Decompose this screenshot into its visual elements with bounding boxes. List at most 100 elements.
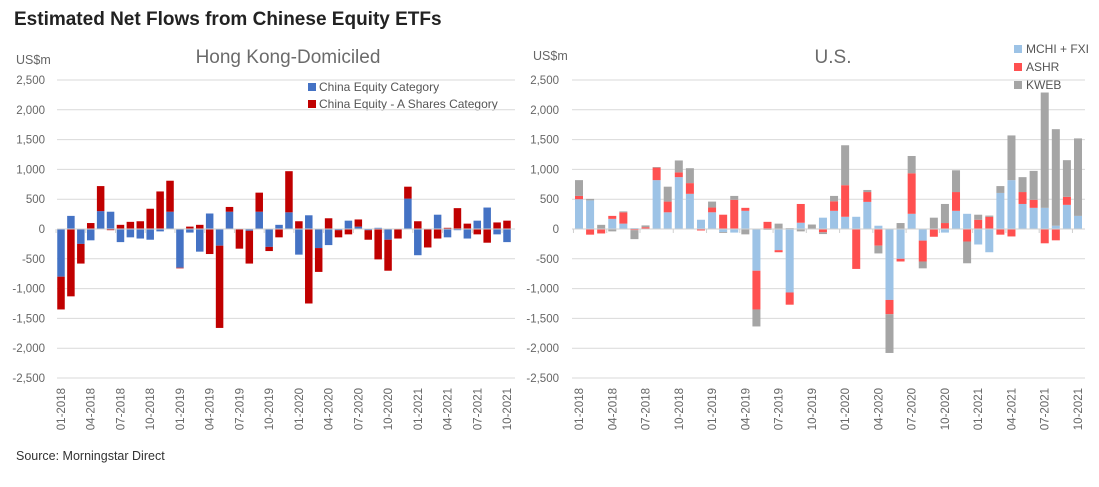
bar-china-equity-category	[473, 220, 482, 229]
bar-ashr	[885, 299, 894, 315]
bar-china-equity-a-shares-category	[67, 229, 75, 297]
bar-ashr	[963, 229, 972, 242]
x-tick-label: 04-2018	[607, 388, 619, 430]
bar-kweb	[619, 211, 628, 213]
bar-kweb	[663, 186, 672, 202]
bar-china-equity-a-shares-category	[404, 186, 412, 199]
bar-kweb	[1062, 160, 1071, 197]
bar-china-equity-a-shares-category	[186, 226, 194, 229]
bar-mchi-fxi	[752, 229, 761, 271]
bar-ashr	[841, 185, 850, 217]
bar-china-equity-category	[493, 229, 501, 235]
bar-china-equity-category	[196, 229, 204, 252]
bar-ashr	[608, 215, 617, 219]
bar-mchi-fxi	[785, 229, 794, 293]
bar-kweb	[918, 261, 927, 269]
bar-mchi-fxi	[918, 229, 927, 241]
x-tick-label: 04-2019	[740, 388, 752, 430]
bar-ashr	[674, 172, 683, 178]
bar-mchi-fxi	[730, 229, 739, 233]
bar-mchi-fxi	[619, 223, 628, 229]
bar-china-equity-category	[265, 229, 273, 247]
bar-ashr	[619, 212, 628, 224]
legend-swatch-china-equity	[308, 83, 316, 91]
bar-mchi-fxi	[796, 222, 805, 229]
legend-label: China Equity Category	[319, 80, 439, 94]
bar-kweb	[708, 201, 717, 208]
y-tick-label: -1,000	[12, 284, 45, 296]
bar-ashr	[929, 229, 938, 237]
bar-china-equity-category	[314, 229, 323, 249]
x-tick-label: 07-2019	[234, 388, 246, 430]
bar-china-equity-a-shares-category	[414, 221, 422, 229]
bar-mchi-fxi	[841, 216, 850, 229]
x-tick-label: 01-2021	[413, 388, 425, 430]
y-tick-label: 1,000	[16, 164, 45, 176]
bar-china-equity-a-shares-category	[334, 230, 343, 238]
bar-china-equity-category	[344, 220, 353, 229]
bar-kweb	[685, 168, 694, 184]
bar-mchi-fxi	[696, 219, 705, 229]
y-tick-label: 500	[26, 194, 45, 206]
bar-ashr	[730, 199, 739, 229]
x-tick-label: 01-2020	[840, 388, 852, 430]
bar-china-equity-category	[176, 229, 184, 268]
bar-china-equity-a-shares-category	[275, 229, 283, 238]
bar-china-equity-category	[433, 214, 442, 229]
bar-china-equity-category	[305, 215, 313, 229]
bar-mchi-fxi	[907, 213, 916, 229]
bar-mchi-fxi	[1062, 204, 1071, 229]
bar-ashr	[641, 227, 650, 229]
bar-china-equity-category	[334, 229, 343, 231]
y-tick-label: 1,500	[530, 135, 559, 147]
bar-china-equity-a-shares-category	[305, 229, 313, 304]
x-tick-label: 10-2019	[264, 388, 276, 430]
x-tick-label: 07-2018	[115, 388, 127, 430]
bar-china-equity-a-shares-category	[196, 224, 204, 229]
bar-china-equity-category	[503, 229, 511, 243]
bar-china-equity-a-shares-category	[235, 229, 244, 249]
bar-mchi-fxi	[575, 199, 583, 229]
y-tick-label: -500	[536, 254, 559, 266]
bar-china-equity-a-shares-category	[96, 186, 105, 212]
figure-title: Estimated Net Flows from Chinese Equity …	[14, 9, 442, 30]
x-tick-label: 10-2018	[674, 388, 686, 430]
y-tick-label: 2,500	[530, 75, 559, 87]
bar-mchi-fxi	[741, 210, 750, 229]
legend-swatch-mchi-fxi	[1014, 45, 1022, 53]
bar-china-equity-a-shares-category	[245, 230, 254, 264]
chart-title: Hong Kong-Domiciled	[196, 47, 381, 68]
bar-ashr	[1018, 192, 1027, 204]
bar-kweb	[1051, 129, 1060, 226]
bar-ashr	[952, 192, 961, 211]
bar-kweb	[774, 223, 783, 229]
bar-kweb	[1040, 92, 1049, 208]
bar-ashr	[1051, 229, 1060, 241]
y-tick-label: 2,500	[16, 75, 45, 87]
bar-ashr	[1007, 229, 1016, 237]
bar-ashr	[763, 221, 772, 229]
bar-mchi-fxi	[996, 192, 1005, 229]
bar-kweb	[1018, 177, 1027, 193]
x-tick-label: 07-2019	[774, 388, 786, 430]
bar-kweb	[929, 217, 938, 229]
bar-china-equity-category	[374, 227, 382, 229]
bar-china-equity-a-shares-category	[176, 267, 184, 269]
x-tick-label: 10-2020	[940, 388, 952, 430]
bar-china-equity-category	[463, 229, 472, 239]
bar-ashr	[663, 201, 672, 213]
bar-mchi-fxi	[774, 229, 783, 251]
bar-china-equity-category	[215, 229, 224, 246]
bar-china-equity-category	[106, 211, 115, 229]
bar-kweb	[608, 229, 617, 232]
x-tick-label: 07-2020	[353, 388, 365, 430]
bar-ashr	[1029, 199, 1038, 208]
bar-china-equity-category	[285, 212, 293, 229]
bar-ashr	[597, 229, 606, 234]
y-tick-label: -2,000	[12, 343, 45, 355]
gridlines	[572, 79, 1085, 379]
legend-label: KWEB	[1026, 78, 1061, 92]
bar-mchi-fxi	[952, 210, 961, 229]
bar-ashr	[985, 216, 994, 229]
